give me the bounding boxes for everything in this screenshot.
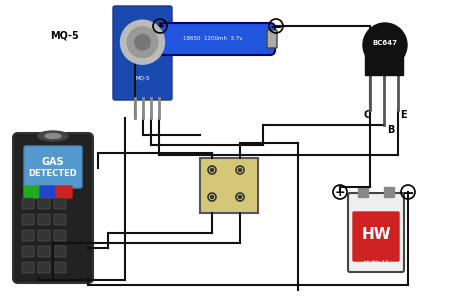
FancyBboxPatch shape [22,198,34,209]
FancyBboxPatch shape [22,262,34,273]
Ellipse shape [45,133,61,139]
FancyBboxPatch shape [40,186,56,198]
FancyBboxPatch shape [56,186,72,198]
FancyBboxPatch shape [22,246,34,257]
FancyBboxPatch shape [54,230,66,241]
Bar [384,187,394,197]
FancyBboxPatch shape [24,146,82,188]
FancyBboxPatch shape [38,246,50,257]
FancyBboxPatch shape [160,23,275,55]
Text: −: − [401,185,414,201]
Text: Hi-Wa 11: Hi-Wa 11 [364,259,388,265]
Text: C: C [364,110,371,120]
Text: HW: HW [361,227,391,242]
Circle shape [238,169,241,172]
Text: 18650  1200mh  3.7v: 18650 1200mh 3.7v [183,37,242,41]
FancyBboxPatch shape [54,214,66,225]
FancyBboxPatch shape [348,193,404,272]
Text: E: E [400,110,407,120]
Circle shape [210,195,213,198]
Text: −: − [270,20,283,34]
Text: BC647: BC647 [373,40,398,46]
Circle shape [210,169,213,172]
FancyBboxPatch shape [22,230,34,241]
Circle shape [238,195,241,198]
Circle shape [120,20,164,64]
Circle shape [363,23,407,67]
FancyBboxPatch shape [113,6,172,100]
FancyBboxPatch shape [54,246,66,257]
FancyBboxPatch shape [22,214,34,225]
FancyBboxPatch shape [38,230,50,241]
FancyBboxPatch shape [54,198,66,209]
Text: MQ-5: MQ-5 [51,30,79,40]
FancyBboxPatch shape [54,262,66,273]
Text: MQ-5: MQ-5 [135,76,150,81]
Bar [358,187,368,197]
Text: B: B [387,125,394,135]
FancyBboxPatch shape [353,212,399,261]
FancyBboxPatch shape [38,214,50,225]
FancyBboxPatch shape [38,198,50,209]
Circle shape [127,27,158,58]
Bar [365,43,403,75]
Text: DETECTED: DETECTED [28,169,77,178]
Text: +: + [155,20,165,33]
Ellipse shape [38,131,68,141]
FancyBboxPatch shape [24,186,40,198]
Bar [200,158,258,213]
Text: +: + [335,186,346,199]
Circle shape [135,34,150,50]
FancyBboxPatch shape [267,30,277,48]
FancyBboxPatch shape [13,133,93,283]
Text: GAS: GAS [42,157,64,167]
FancyBboxPatch shape [38,262,50,273]
